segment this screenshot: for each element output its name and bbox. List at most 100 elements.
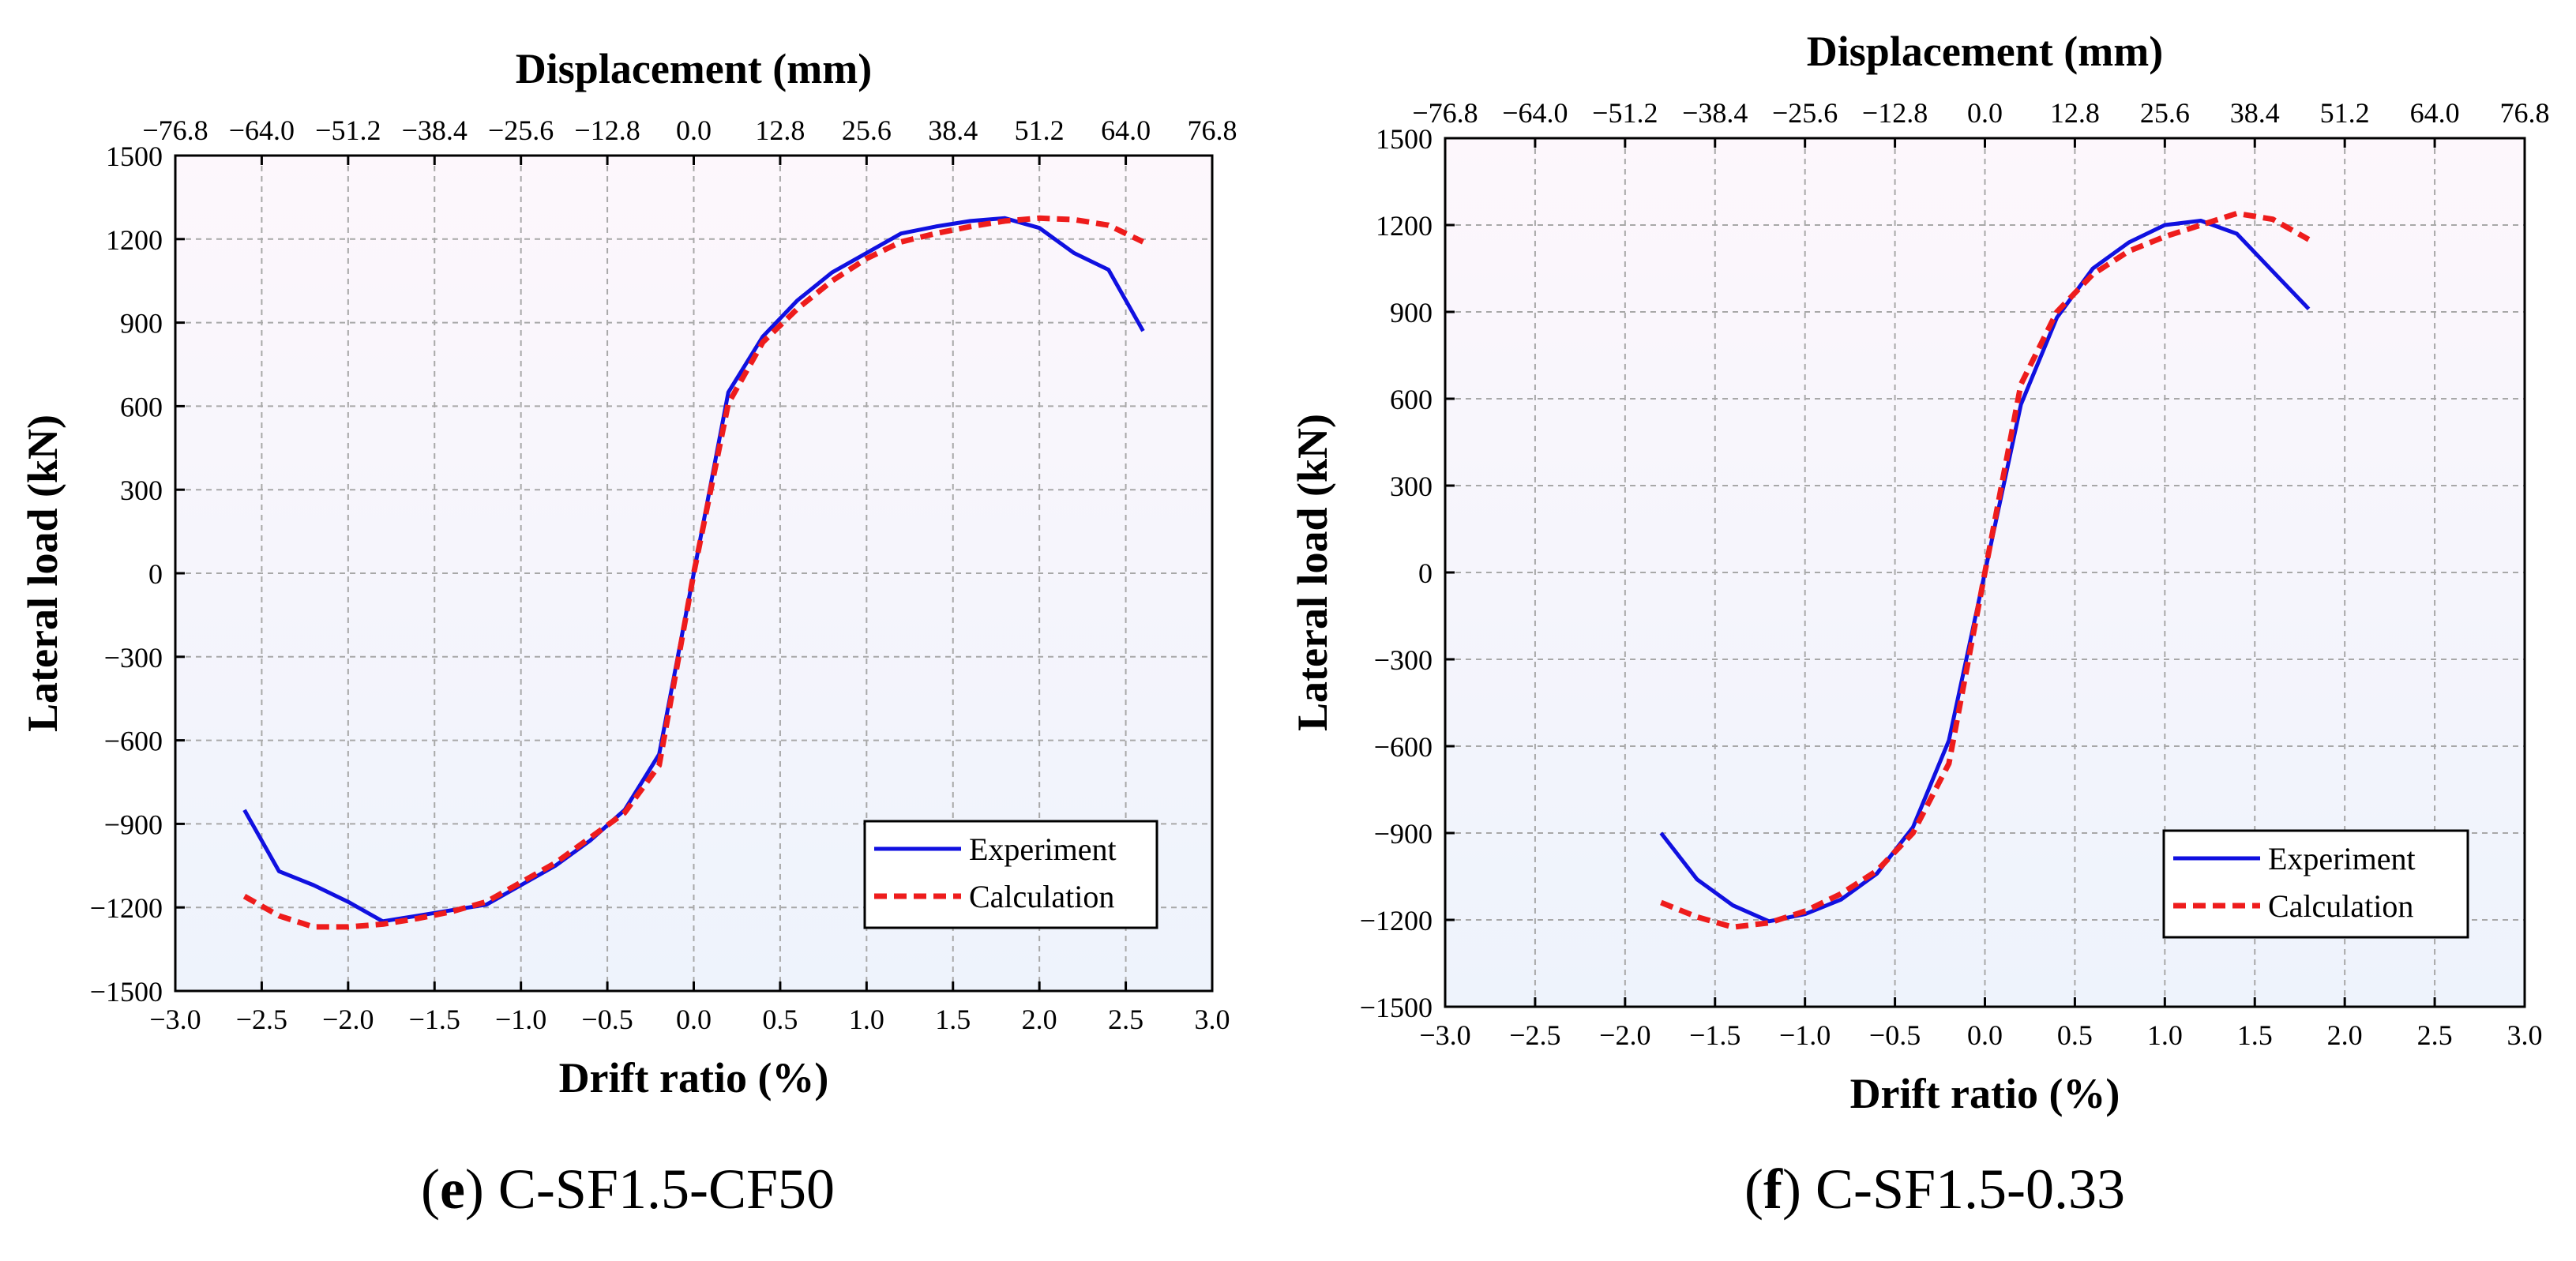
x-tick-label: 2.0 [2327,1019,2363,1051]
legend-label-calculation: Calculation [2268,888,2413,924]
caption-text: C-SF1.5-0.33 [1801,1158,2125,1221]
x-tick-label: 0.0 [676,1004,712,1035]
x-tick-label: −1.5 [409,1004,460,1035]
x-tick-label: −1.0 [1779,1019,1831,1051]
y-tick-label: −300 [1374,644,1433,676]
series-line-calculation [1660,210,2311,930]
x2-tick-label: −51.2 [1592,97,1658,129]
x-axis-title: Drift ratio (%) [559,1054,829,1101]
x2-tick-label: −38.4 [1682,97,1748,129]
x2-tick-label: 51.2 [1015,114,1065,146]
x2-tick-label: 64.0 [1101,114,1151,146]
x2-tick-label: 12.8 [2050,97,2100,129]
x-tick-label: 2.0 [1022,1004,1057,1035]
x-tick-label: −1.0 [495,1004,546,1035]
x2-tick-label: −76.8 [1412,97,1478,129]
x-axis-title: Drift ratio (%) [1850,1070,2120,1117]
x-tick-label: 1.0 [2147,1019,2183,1051]
x2-tick-label: 64.0 [2410,97,2460,129]
y-tick-label: 600 [120,391,163,422]
y-tick-label: 1200 [1376,210,1433,242]
y-tick-label: −600 [104,726,163,757]
x-tick-label: 3.0 [1195,1004,1230,1035]
x-tick-label: −2.5 [236,1004,287,1035]
x2-tick-label: −12.8 [574,114,640,146]
x2-tick-label: −38.4 [402,114,468,146]
caption-label: f [1763,1158,1783,1221]
y-tick-label: 0 [1418,557,1433,589]
y-tick-label: 1500 [106,141,163,172]
x-tick-label: −1.5 [1689,1019,1740,1051]
x-tick-label: 0.5 [2057,1019,2093,1051]
caption-label: e [440,1158,465,1221]
x2-tick-label: −12.8 [1862,97,1928,129]
x2-tick-label: 25.6 [2140,97,2190,129]
x2-tick-label: −51.2 [315,114,381,146]
y-tick-label: 900 [120,308,163,340]
y-tick-label: −1200 [1360,905,1433,936]
chart-f: −3.0 −2.5 −2.0 −1.5 −1.0 −0.5 0.0 0.5 1.0 1.5 2.0 2… [1289,28,2550,1221]
x-tick-label: 0.0 [1967,1019,2003,1051]
x-tick-label: −2.5 [1509,1019,1560,1051]
legend-label-experiment: Experiment [969,831,1117,867]
x2-tick-label: −64.0 [1502,97,1568,129]
x-tick-label: −3.0 [149,1004,201,1035]
x-tick-label: −2.0 [1599,1019,1650,1051]
x2-tick-label: 0.0 [1967,97,2003,129]
caption-paren-open: ( [421,1158,440,1221]
y-tick-label: −600 [1374,731,1433,763]
x2-tick-label: 51.2 [2320,97,2370,129]
x-tick-label: 2.5 [2417,1019,2453,1051]
legend-label-experiment: Experiment [2268,841,2416,876]
y-tick-label: 0 [148,558,163,590]
x2-tick-label: −25.6 [1772,97,1838,129]
series-line-experiment [242,216,1145,924]
x2-axis-title: Displacement (mm) [1807,28,2163,75]
y-axis-title: Lateral load (kN) [1289,414,1336,731]
x-tick-label: 2.5 [1108,1004,1143,1035]
caption-paren-close: ) [1782,1158,1801,1221]
x-tick-label: −0.5 [581,1004,633,1035]
y-tick-label: 300 [120,475,163,506]
x2-tick-label: −76.8 [142,114,208,146]
y-tick-label: 1500 [1376,123,1433,155]
chart-caption: (e) C-SF1.5-CF50 [421,1158,835,1221]
y-tick-label: 1200 [106,224,163,256]
x2-tick-label: 25.6 [842,114,892,146]
y-tick-label: 900 [1390,297,1433,328]
y-tick-label: −1500 [1360,992,1433,1023]
x2-tick-label: 38.4 [2230,97,2280,129]
x-tick-label: 1.5 [2237,1019,2273,1051]
legend-label-calculation: Calculation [969,879,1114,914]
x-tick-label: 1.0 [849,1004,884,1035]
x-tick-label: −2.0 [322,1004,374,1035]
chart-caption: (f) C-SF1.5-0.33 [1744,1158,2125,1221]
caption-paren-open: ( [1744,1158,1763,1221]
caption-text: C-SF1.5-CF50 [484,1158,835,1221]
y-tick-label: −900 [1374,818,1433,850]
x2-tick-label: 12.8 [755,114,805,146]
y-tick-label: −900 [104,809,163,840]
x2-axis-title: Displacement (mm) [516,45,872,92]
x2-tick-label: −64.0 [229,114,295,146]
x2-tick-label: 0.0 [676,114,712,146]
y-axis-title: Lateral load (kN) [19,415,66,732]
x-tick-label: 3.0 [2507,1019,2543,1051]
y-tick-label: −1200 [90,892,163,924]
caption-paren-close: ) [465,1158,484,1221]
x-tick-label: 1.5 [935,1004,971,1035]
legend-box [2162,829,2469,939]
x2-tick-label: −25.6 [488,114,554,146]
y-tick-label: 300 [1390,471,1433,502]
y-tick-label: 600 [1390,384,1433,415]
chart-e: −3.0 −2.5 −2.0 −1.5 −1.0 −0.5 0.0 0.5 1.0 1.5 2.0 2… [19,45,1237,1221]
x-tick-label: 0.5 [762,1004,798,1035]
x2-tick-label: 38.4 [928,114,978,146]
x2-tick-label: 76.8 [1188,114,1237,146]
y-tick-label: −1500 [90,976,163,1008]
x2-tick-label: 76.8 [2500,97,2550,129]
x-tick-label: −0.5 [1869,1019,1921,1051]
y-tick-label: −300 [104,642,163,674]
x-tick-label: −3.0 [1419,1019,1470,1051]
